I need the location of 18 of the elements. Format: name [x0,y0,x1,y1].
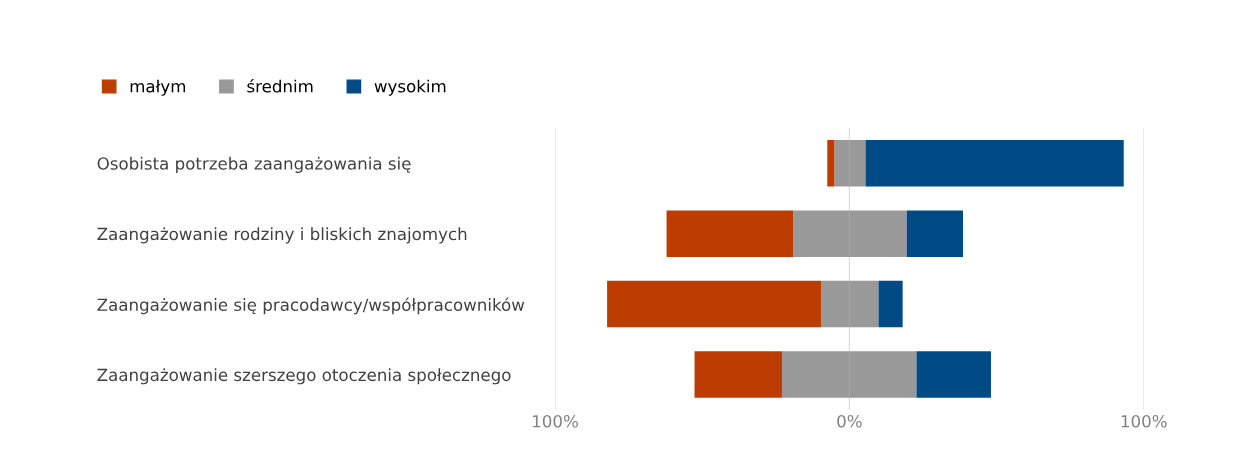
y-tick-label: Zaangażowanie szerszego otoczenia społecznego [97,368,511,385]
y-tick-label: Zaangażowanie się pracodawcy/współpracowników [97,297,525,315]
legend-label: wysokim [374,79,446,96]
x-tick-label: 100% [533,414,578,428]
bar [666,210,794,257]
bar [865,139,1124,187]
bar [607,280,822,328]
y-tick-label: Zaangażowanie rodziny i bliskich znajomych [97,227,467,244]
y-tick-label: Osobista potrzeba zaangażowania się [97,156,411,173]
bar [878,280,903,328]
legend-label: małym [130,79,186,96]
bar [906,210,963,257]
x-tick-label: 100% [1121,414,1167,428]
bar [827,139,835,187]
x-tick-label: 0% [837,414,862,428]
legend-label: średnim [247,79,313,93]
bar [694,351,782,398]
bar [916,351,991,398]
